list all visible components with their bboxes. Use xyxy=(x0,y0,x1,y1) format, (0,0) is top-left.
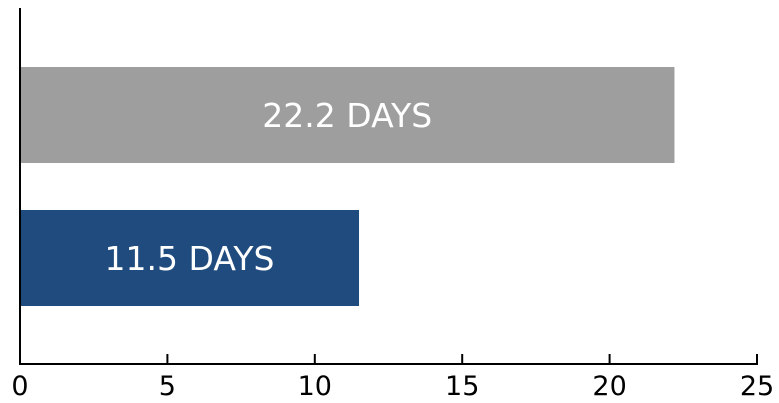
bar-1-label: 22.2 DAYS xyxy=(262,96,432,135)
x-tick-label-10: 10 xyxy=(298,371,332,402)
bars-layer: 22.2 DAYS 11.5 DAYS xyxy=(20,67,675,306)
ticks-layer: 0 5 10 15 20 25 xyxy=(11,354,774,402)
bar-2 xyxy=(20,210,360,306)
bar-1 xyxy=(20,67,675,163)
x-tick-label-15: 15 xyxy=(445,371,479,402)
x-tick-label-5: 5 xyxy=(159,371,176,402)
axes-layer xyxy=(19,8,758,365)
x-tick-label-20: 20 xyxy=(592,371,626,402)
bar-2-label: 11.5 DAYS xyxy=(105,239,275,278)
x-tick-label-25: 25 xyxy=(740,371,774,402)
x-tick-label-0: 0 xyxy=(11,371,28,402)
